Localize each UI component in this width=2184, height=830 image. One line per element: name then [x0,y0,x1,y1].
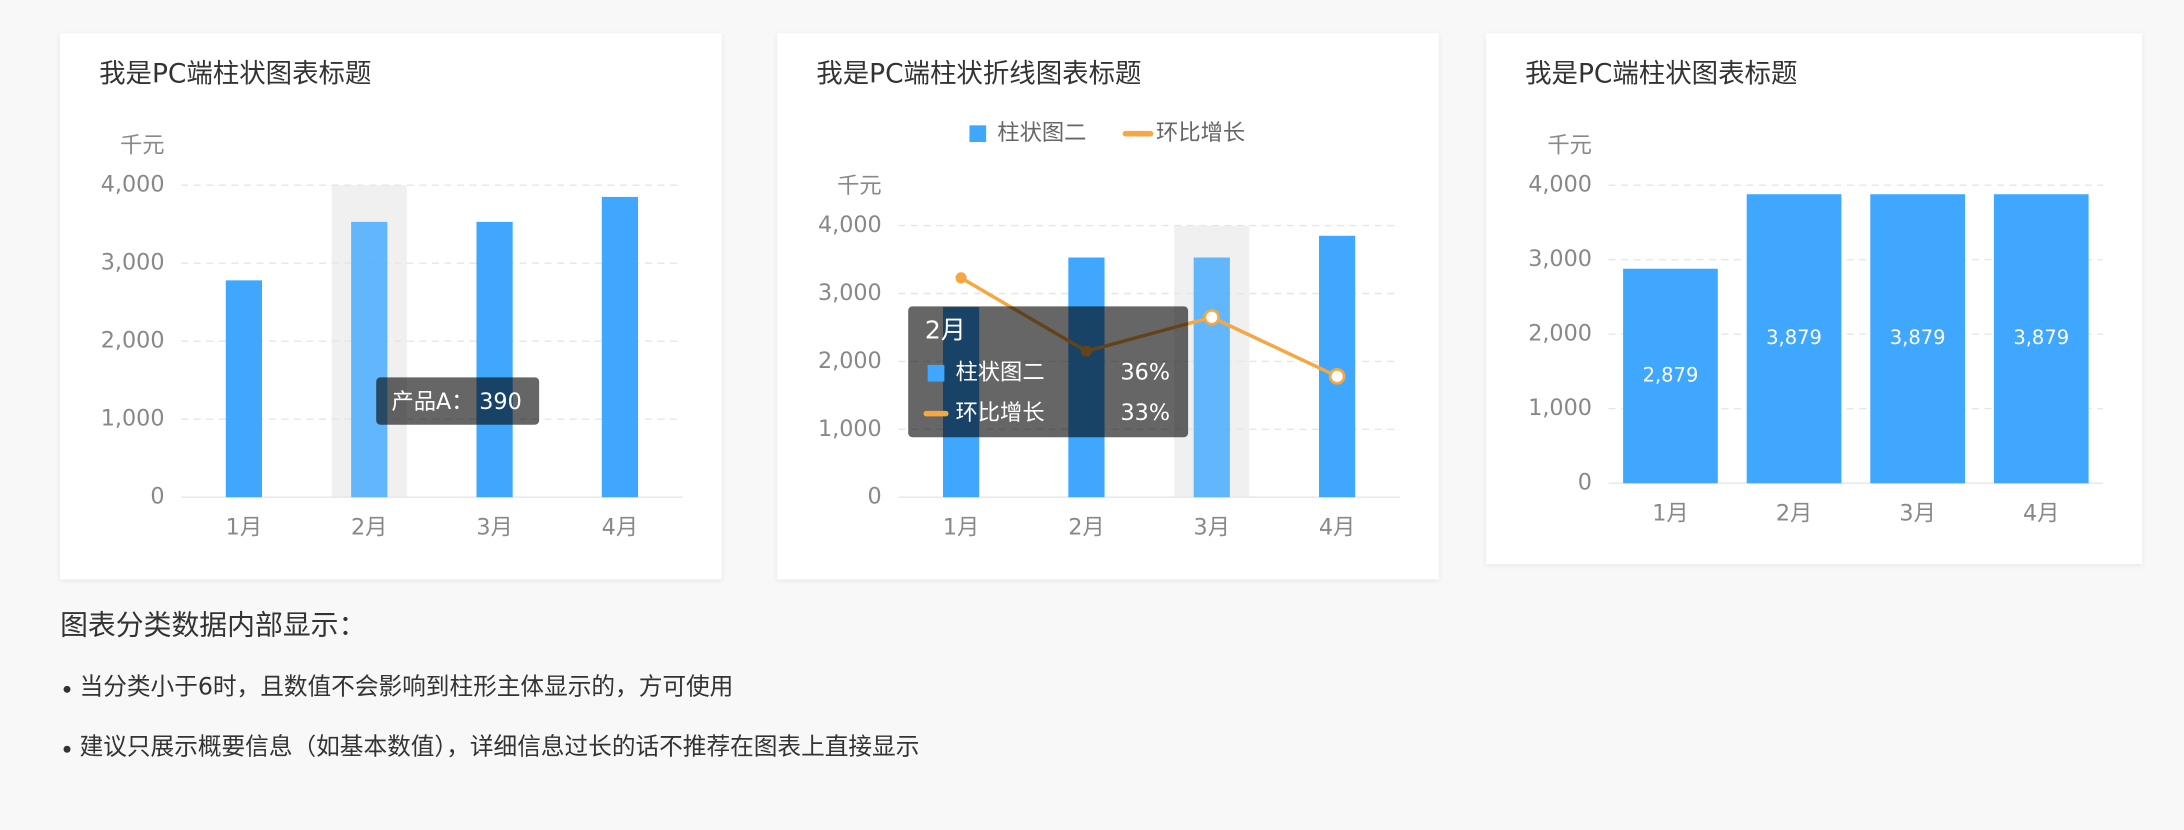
x-tick-label: 3月 [1899,500,1935,526]
bar [1870,194,1965,484]
bar [1318,235,1356,498]
bar [1623,268,1718,484]
tooltip-name: 柱状图二 [956,360,1045,386]
y-tick-label: 2,000 [1528,321,1592,347]
bar [476,221,513,498]
y-tick-label: 4,000 [1528,172,1592,198]
x-tick-label: 4月 [2023,500,2059,526]
tooltip [908,306,1189,438]
tooltip-swatch [927,364,945,382]
legend-label: 环比增长 [1156,120,1245,146]
bullet-dot [63,745,71,753]
line-point [955,272,967,284]
line-point [1203,308,1221,326]
y-tick-label: 0 [868,484,882,510]
y-tick-label: 1,000 [101,406,165,432]
bar [1746,194,1842,484]
x-tick-label: 1月 [1652,500,1688,526]
y-axis-unit: 千元 [1547,133,1592,159]
y-axis-unit: 千元 [837,173,882,199]
bar [351,221,388,498]
chart-title: 我是PC端柱状图表标题 [99,59,371,90]
tooltip-name: 产品A： [392,389,474,415]
bar [225,280,262,498]
x-tick-label: 1月 [226,514,262,540]
tooltip-value: 390 [479,389,522,415]
value-label: 3,879 [1766,326,1822,349]
note-bullet: 当分类小于6时，且数值不会影响到柱形主体显示的，方可使用 [80,672,734,700]
y-tick-label: 1,000 [1528,395,1592,421]
tooltip-value: 36% [1120,360,1170,386]
tooltip-name: 环比增长 [956,400,1045,426]
value-label: 3,879 [2013,326,2069,349]
tooltip-value: 33% [1120,400,1170,426]
legend-swatch [969,125,987,143]
value-label: 3,879 [1890,326,1946,349]
y-tick-label: 4,000 [101,172,165,198]
y-axis-unit: 千元 [120,133,165,159]
x-tick-label: 4月 [1319,514,1355,540]
line-point [1328,367,1346,385]
bar [1193,257,1230,498]
note-bullet: 建议只展示概要信息（如基本数值），详细信息过长的话不推荐在图表上直接显示 [80,732,920,760]
y-tick-label: 3,000 [818,280,882,306]
x-tick-label: 3月 [1194,514,1230,540]
y-tick-label: 0 [150,484,164,510]
bullet-dot [63,685,71,693]
y-tick-label: 1,000 [818,416,882,442]
x-tick-label: 2月 [1776,500,1812,526]
value-label: 2,879 [1643,363,1699,386]
notes-heading: 图表分类数据内部显示： [60,609,366,642]
x-tick-label: 4月 [602,514,638,540]
y-tick-label: 0 [1578,470,1592,496]
y-tick-label: 3,000 [101,250,165,276]
bar [601,196,639,498]
x-tick-label: 3月 [476,514,512,540]
tooltip-title: 2月 [925,315,966,344]
legend-label: 柱状图二 [997,120,1086,146]
y-tick-label: 2,000 [818,348,882,374]
bar [1993,194,2089,484]
x-tick-label: 2月 [1068,514,1104,540]
x-tick-label: 1月 [943,514,979,540]
chart-title: 我是PC端柱状折线图表标题 [816,59,1141,90]
y-tick-label: 2,000 [101,328,165,354]
y-tick-label: 4,000 [818,212,882,238]
tooltip [376,377,540,425]
x-tick-label: 2月 [351,514,387,540]
y-tick-label: 3,000 [1528,246,1592,272]
chart-title: 我是PC端柱状图表标题 [1525,59,1797,90]
